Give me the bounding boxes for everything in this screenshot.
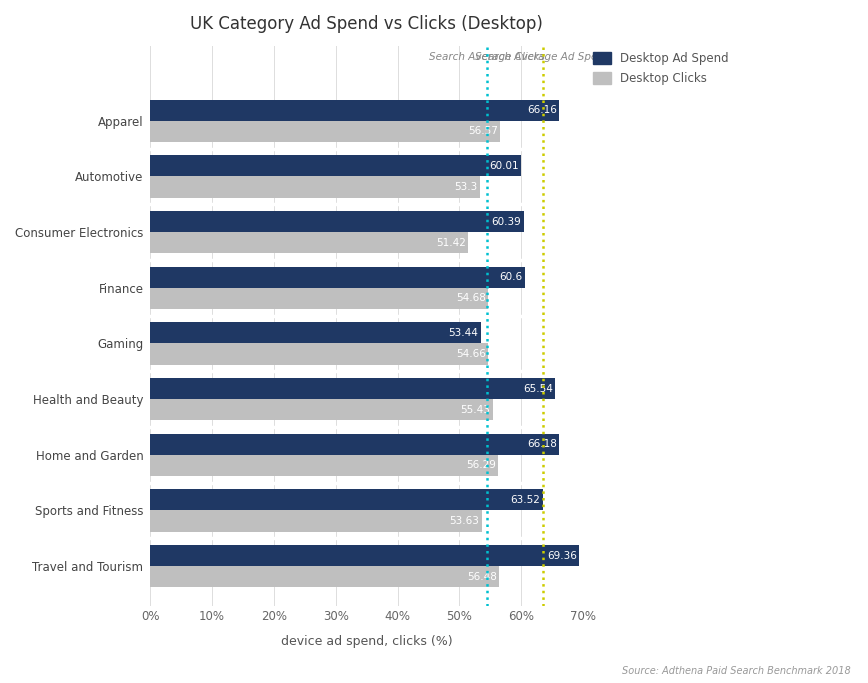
Text: 60.39: 60.39	[491, 217, 521, 227]
Bar	[150, 322, 481, 344]
Legend: Desktop Ad Spend, Desktop Clicks: Desktop Ad Spend, Desktop Clicks	[594, 52, 729, 85]
Text: 53.3: 53.3	[454, 182, 477, 192]
Text: 60.01: 60.01	[490, 161, 519, 171]
Text: Search Average Clicks: Search Average Clicks	[430, 53, 545, 62]
Bar	[150, 211, 523, 232]
Bar	[150, 266, 525, 288]
Bar	[150, 121, 500, 142]
Text: 53.63: 53.63	[450, 516, 479, 526]
Text: 56.48: 56.48	[467, 572, 497, 582]
Bar	[150, 566, 499, 587]
Bar	[150, 288, 489, 309]
Text: 69.36: 69.36	[547, 550, 576, 561]
Text: 54.66: 54.66	[456, 349, 486, 359]
Text: 55.43: 55.43	[461, 405, 490, 415]
Bar	[150, 344, 488, 365]
Bar	[150, 232, 468, 253]
Text: 56.29: 56.29	[466, 460, 496, 471]
X-axis label: device ad spend, clicks (%): device ad spend, clicks (%)	[281, 635, 452, 647]
Bar	[150, 510, 482, 531]
Text: 54.68: 54.68	[456, 294, 486, 303]
Bar	[150, 378, 556, 399]
Bar	[150, 100, 559, 121]
Title: UK Category Ad Spend vs Clicks (Desktop): UK Category Ad Spend vs Clicks (Desktop)	[190, 15, 543, 33]
Text: Search Average Ad Spend: Search Average Ad Spend	[475, 53, 611, 62]
Text: 56.57: 56.57	[468, 126, 497, 137]
Text: Source: Adthena Paid Search Benchmark 2018: Source: Adthena Paid Search Benchmark 20…	[621, 666, 851, 676]
Text: 53.44: 53.44	[449, 328, 478, 338]
Text: 60.6: 60.6	[499, 273, 523, 282]
Text: 65.54: 65.54	[523, 384, 553, 393]
Text: 66.18: 66.18	[527, 439, 557, 449]
Bar	[150, 399, 493, 420]
Bar	[150, 545, 579, 566]
Bar	[150, 434, 560, 455]
Text: 51.42: 51.42	[436, 238, 466, 248]
Text: 63.52: 63.52	[510, 495, 541, 505]
Bar	[150, 176, 480, 197]
Text: 66.16: 66.16	[527, 105, 557, 115]
Bar	[150, 489, 543, 510]
Bar	[150, 455, 498, 476]
Bar	[150, 155, 522, 176]
